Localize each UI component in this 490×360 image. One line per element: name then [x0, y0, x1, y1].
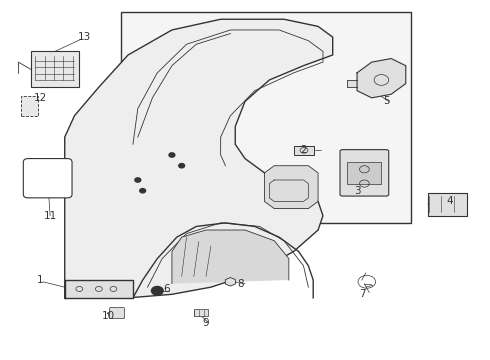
Circle shape [140, 189, 146, 193]
Bar [294, 146, 314, 155]
Bar [30, 51, 79, 87]
Text: 8: 8 [237, 279, 244, 289]
Polygon shape [65, 19, 333, 298]
Bar [428, 193, 466, 216]
Bar [21, 96, 38, 116]
Text: 12: 12 [34, 93, 47, 103]
FancyBboxPatch shape [340, 150, 389, 196]
Text: 7: 7 [359, 289, 365, 299]
Text: 4: 4 [446, 197, 453, 206]
Text: 10: 10 [102, 311, 115, 321]
Text: 5: 5 [383, 96, 390, 107]
Polygon shape [357, 59, 406, 98]
FancyBboxPatch shape [110, 307, 124, 319]
Text: 6: 6 [164, 284, 171, 294]
Bar [194, 309, 208, 316]
Polygon shape [265, 166, 318, 208]
Text: 2: 2 [300, 145, 307, 155]
Polygon shape [225, 278, 236, 286]
Circle shape [135, 178, 141, 182]
Circle shape [169, 153, 175, 157]
Text: 11: 11 [44, 211, 57, 221]
Polygon shape [65, 280, 133, 298]
Text: 1: 1 [37, 275, 44, 285]
Bar [347, 162, 381, 184]
Text: 13: 13 [77, 32, 91, 42]
Circle shape [179, 163, 185, 168]
Polygon shape [347, 80, 357, 87]
Bar [121, 12, 411, 223]
Circle shape [151, 287, 163, 295]
Polygon shape [172, 230, 289, 284]
Text: 9: 9 [203, 318, 209, 328]
FancyBboxPatch shape [24, 158, 72, 198]
Text: 3: 3 [354, 186, 360, 196]
